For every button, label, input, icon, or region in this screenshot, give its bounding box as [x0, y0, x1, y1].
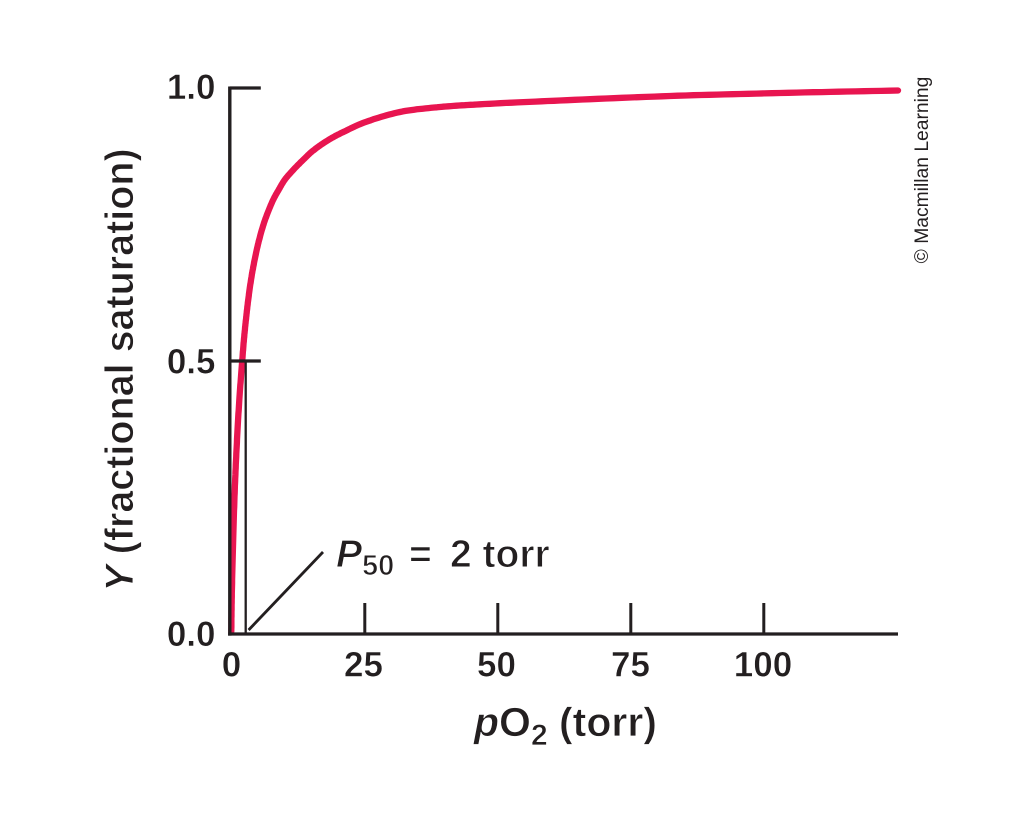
- svg-text:0: 0: [222, 646, 241, 685]
- svg-text:25: 25: [344, 646, 383, 685]
- svg-text:100: 100: [734, 646, 792, 685]
- svg-text:1.0: 1.0: [167, 68, 216, 107]
- svg-text:Y (fractional saturation): Y (fractional saturation): [98, 148, 142, 591]
- svg-text:© Macmillan Learning: © Macmillan Learning: [912, 77, 933, 264]
- svg-text:P50=2 torr: P50 = 2 torr: [336, 533, 550, 582]
- svg-text:0.5: 0.5: [167, 343, 216, 382]
- svg-text:0.0: 0.0: [167, 615, 216, 654]
- svg-text:50: 50: [477, 646, 516, 685]
- svg-text:pO2 (torr): pO2 (torr): [473, 699, 657, 752]
- svg-text:75: 75: [611, 646, 650, 685]
